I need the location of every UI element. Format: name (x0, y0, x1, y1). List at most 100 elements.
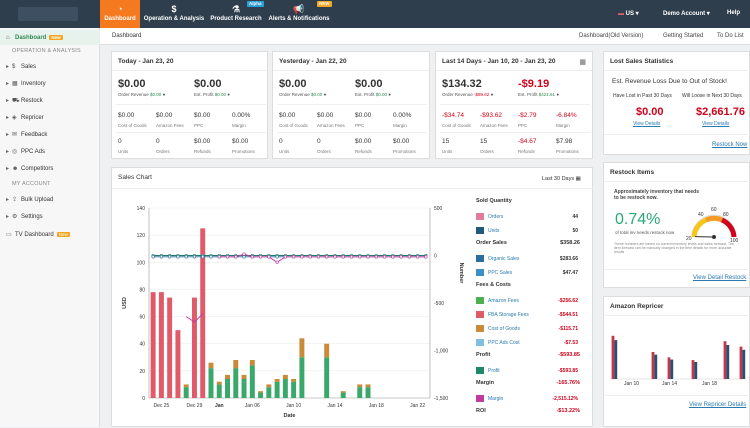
y-tick-label: 80 (139, 287, 145, 293)
metric-label: Amazon Fees (156, 123, 184, 128)
order-revenue-value: $0.00 (279, 78, 307, 90)
metric-label: Refunds (355, 149, 372, 154)
legend-swatch (476, 395, 484, 402)
country-select[interactable]: ▬ US ▾ (618, 10, 639, 17)
range-select[interactable]: Last 30 Days ▦ (542, 176, 581, 182)
upload-icon: ⇪ (12, 193, 21, 208)
amazon-fees-bar (242, 379, 247, 398)
margin-point (392, 256, 395, 259)
help-link[interactable]: Help (727, 10, 740, 16)
legend-fba-storage-fees[interactable]: FBA Storage Fees-$544.51 (474, 310, 582, 320)
sidebar-item-restock[interactable]: ▸⛟Restock (0, 94, 100, 109)
est-profit-label: Est. Profit $421.61 ● (518, 92, 559, 97)
metric-label: Refunds (194, 149, 211, 154)
amazon-fees-bar (217, 384, 222, 398)
legend-profit[interactable]: Profit-$593.85 (474, 366, 582, 376)
legend-amazon-fees[interactable]: Amazon Fees-$256.62 (474, 296, 582, 306)
cost-of-goods-bar (366, 384, 371, 387)
legend-margin[interactable]: Margin-2,515.12% (474, 394, 582, 404)
todo-list-link[interactable]: To Do List (717, 33, 744, 39)
order-revenue-label: Order Revenue $0.00 ● (279, 92, 326, 97)
metric-label: Orders (480, 149, 494, 154)
metric-label: Amazon Fees (317, 123, 345, 128)
sidebar-item-repricer[interactable]: ▸◈Repricer (0, 111, 100, 126)
cost-of-goods-bar (217, 382, 222, 385)
fba-storage-bar (192, 298, 197, 398)
sidebar-item-feedback[interactable]: ▸✉Feedback (0, 128, 100, 143)
new-badge: NEW (317, 1, 332, 7)
est-profit-value: $0.00 (194, 78, 222, 90)
cost-of-goods-bar (291, 379, 296, 382)
sidebar-item-ppc-ads[interactable]: ▸◎PPC Ads (0, 145, 100, 160)
gauge-label-40: 40 (698, 212, 704, 218)
legend-swatch (476, 269, 484, 276)
top-nav-bar: ◔ Dashboard $ Operation & Analysis ⚗ Pro… (0, 0, 750, 28)
margin-point (383, 256, 386, 259)
metric-label: Margin (232, 123, 246, 128)
amazon-fees-bar (341, 393, 346, 398)
legend-ppc-sales[interactable]: PPC Sales$47.47 (474, 268, 582, 278)
legend-swatch (476, 227, 484, 234)
metric-value: -6.84% (556, 112, 577, 119)
amazon-fees-bar (357, 387, 362, 398)
old-version-link[interactable]: Dashboard(Old Version) (579, 33, 643, 39)
stats-card-title: Today - Jan 23, 20 (118, 58, 174, 65)
metric-value: 0 (156, 138, 160, 145)
repricer-chart (610, 323, 746, 385)
sidebar-item-sales[interactable]: ▸$Sales (0, 60, 100, 75)
x-tick-label: Jan (215, 403, 224, 409)
sidebar-item-competitors[interactable]: ▸☻Competitors (0, 162, 100, 177)
getting-started-link[interactable]: Getting Started (663, 33, 703, 39)
legend-cost-of-goods[interactable]: Cost of Goods-$115.71 (474, 324, 582, 334)
account-menu[interactable]: Demo Account ▾ (663, 10, 710, 17)
amazon-fees-bar (250, 365, 255, 398)
margin-point (358, 256, 361, 259)
y-tick-label: 20 (139, 369, 145, 375)
nav-operation-analysis[interactable]: $ Operation & Analysis (143, 0, 205, 28)
calendar-icon[interactable]: ▦ (579, 58, 586, 66)
cost-of-goods-bar (283, 375, 288, 379)
sidebar-item-bulk-upload[interactable]: ▸⇪Bulk Upload (0, 193, 100, 208)
lost-view-details[interactable]: View Details (633, 121, 660, 127)
amazon-fees-bar (225, 379, 230, 398)
alpha-badge: Alpha (247, 1, 264, 7)
restock-now-link[interactable]: Restock Now (712, 142, 747, 148)
nav-dashboard[interactable]: ◔ Dashboard (100, 0, 140, 28)
tag-icon: ◈ (12, 111, 21, 126)
will-lose-view-details[interactable]: View Details (702, 121, 729, 127)
info-icon: ● (556, 92, 559, 97)
orders-point (168, 256, 171, 259)
orders-point (185, 256, 188, 259)
app-logo[interactable] (0, 0, 100, 28)
section-account: MY ACCOUNT (12, 181, 51, 187)
x-tick-label: Jan 14 (327, 403, 342, 409)
margin-point (259, 256, 262, 259)
margin-point (375, 256, 378, 259)
legend-organic-sales[interactable]: Organic Sales$283.66 (474, 254, 582, 264)
calendar-icon: ▦ (576, 176, 581, 182)
metric-value: $0.00 (279, 112, 295, 119)
sidebar-item-settings[interactable]: ▸⚙Settings (0, 210, 100, 225)
view-repricer-details-link[interactable]: View Repricer Details (689, 402, 746, 408)
users-icon: ☻ (12, 162, 21, 177)
y2-tick-label: -500 (434, 301, 444, 307)
cost-of-goods-bar (275, 379, 280, 382)
amazon-fees-bar (233, 368, 238, 398)
target-icon: ◎ (12, 145, 21, 160)
repricer-title: Amazon Repricer (610, 303, 663, 310)
metric-value: 0 (317, 138, 321, 145)
legend-ppc-ads-cost[interactable]: PPC Ads Cost-$7.53 (474, 338, 582, 348)
metric-value: $0.00 (317, 112, 333, 119)
sidebar-item-inventory[interactable]: ▸▦Inventory (0, 77, 100, 92)
us-flag-icon: ▬ (618, 11, 624, 17)
view-detail-restock-link[interactable]: View Detail Restock (693, 275, 746, 281)
fba-storage-bar (200, 228, 205, 398)
restock-gauge: 20 40 60 80 100 (686, 203, 741, 243)
info-icon: ● (491, 92, 494, 97)
